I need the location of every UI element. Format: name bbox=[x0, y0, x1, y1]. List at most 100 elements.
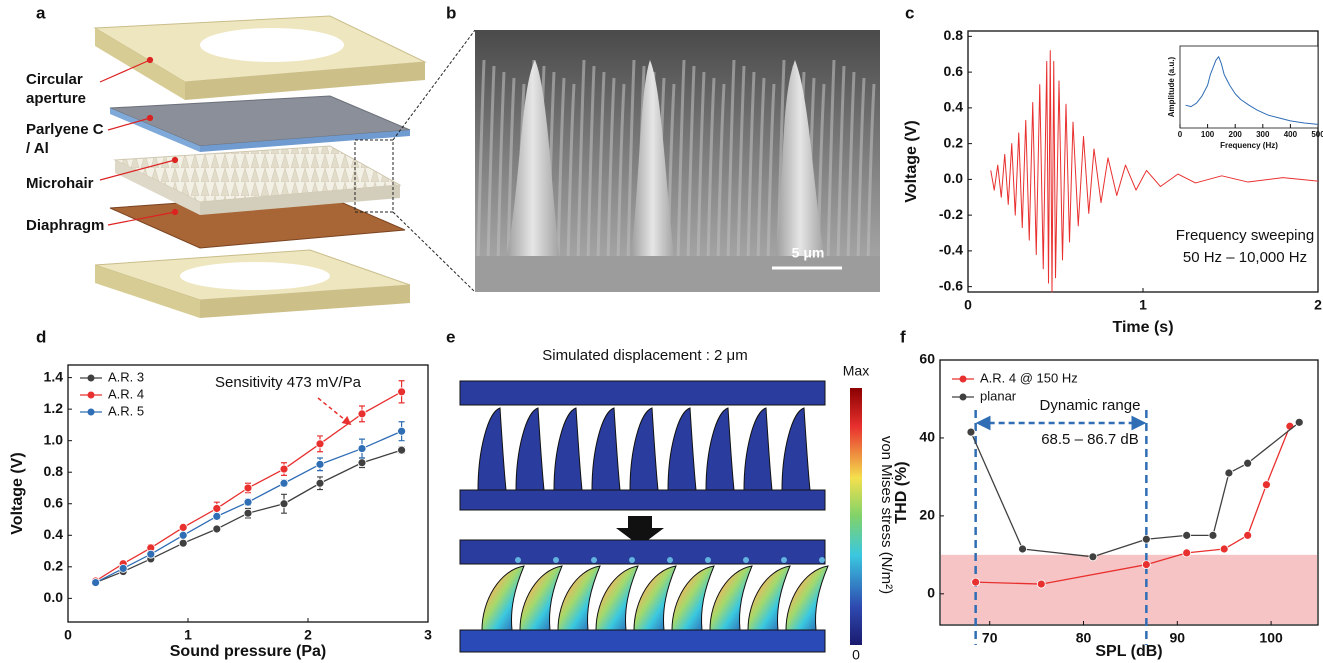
y-tick-label: 1.4 bbox=[44, 368, 64, 384]
hairs-rest bbox=[478, 408, 810, 490]
data-point bbox=[1262, 481, 1270, 489]
x-tick-label: 0 bbox=[1178, 130, 1183, 139]
data-point bbox=[316, 460, 324, 468]
y-tick-label: 0.2 bbox=[44, 558, 64, 574]
annotation: Sensitivity 473 mV/Pa bbox=[215, 374, 362, 391]
legend-marker bbox=[960, 376, 967, 383]
part-label: aperture bbox=[26, 90, 86, 107]
data-point bbox=[244, 484, 252, 492]
x-tick-label: 70 bbox=[982, 630, 998, 646]
data-point bbox=[119, 564, 127, 572]
legend-marker bbox=[88, 375, 95, 382]
data-point bbox=[972, 578, 980, 586]
y-tick-label: 1.2 bbox=[44, 400, 64, 416]
data-point bbox=[316, 479, 324, 487]
data-point bbox=[1244, 459, 1252, 467]
x-tick-label: 100 bbox=[1201, 130, 1215, 139]
legend-marker bbox=[960, 394, 967, 401]
hair bbox=[516, 408, 544, 490]
colorbar bbox=[850, 388, 862, 645]
data-point bbox=[358, 445, 366, 453]
y-tick-label: 0 bbox=[927, 585, 935, 601]
panel-a: a Circular aperture Parlyene C / Al Micr… bbox=[26, 3, 475, 318]
hair bbox=[668, 408, 696, 490]
legend-label: planar bbox=[980, 388, 1017, 403]
x-axis-label: Sound pressure (Pa) bbox=[170, 643, 326, 660]
hair bbox=[482, 566, 524, 630]
data-point bbox=[967, 428, 975, 436]
y-tick-label: 0.6 bbox=[44, 494, 64, 510]
y-tick-label: -0.6 bbox=[939, 277, 963, 293]
y-axis-label: Voltage (V) bbox=[903, 120, 920, 202]
hair bbox=[710, 566, 752, 630]
data-point bbox=[280, 500, 288, 508]
spot bbox=[553, 557, 559, 563]
y-axis-label: Amplitude (a.u.) bbox=[1167, 56, 1176, 117]
data-point bbox=[179, 531, 187, 539]
hair bbox=[558, 566, 600, 630]
figure: a Circular aperture Parlyene C / Al Micr… bbox=[0, 0, 1323, 663]
y-axis-label: Voltage (V) bbox=[9, 452, 26, 534]
y-axis-label: THD (%) bbox=[893, 461, 910, 523]
top-plate bbox=[460, 381, 825, 405]
y-tick-label: 0.8 bbox=[44, 463, 64, 479]
panel-e: e Simulated displacement : 2 μm Max 0 vo… bbox=[318, 327, 895, 662]
y-tick-label: 0.2 bbox=[944, 134, 964, 150]
series-line bbox=[96, 431, 402, 582]
y-tick-label: 20 bbox=[919, 507, 935, 523]
hair bbox=[748, 566, 790, 630]
x-tick-label: 90 bbox=[1170, 630, 1186, 646]
hairs-deformed bbox=[482, 566, 828, 630]
data-point bbox=[358, 459, 366, 467]
data-point bbox=[1142, 561, 1150, 569]
data-point bbox=[213, 504, 221, 512]
data-point bbox=[1019, 545, 1027, 553]
data-point bbox=[1142, 535, 1150, 543]
bottom-plate bbox=[460, 490, 825, 510]
legend-label: A.R. 4 bbox=[108, 386, 144, 401]
y-tick-label: -0.4 bbox=[939, 242, 963, 258]
data-point bbox=[244, 509, 252, 517]
hair bbox=[592, 408, 620, 490]
top-aperture bbox=[200, 28, 344, 62]
data-point bbox=[1183, 549, 1191, 557]
colorbar-max: Max bbox=[843, 363, 869, 379]
annotation-arrow bbox=[318, 398, 350, 424]
hair bbox=[478, 408, 506, 490]
annotation: 68.5 – 86.7 dB bbox=[1041, 431, 1139, 448]
panel-letter: d bbox=[36, 327, 46, 346]
x-tick-label: 3 bbox=[424, 627, 432, 643]
threshold-band bbox=[941, 555, 1317, 624]
annotation: Dynamic range bbox=[1040, 397, 1141, 414]
x-axis-label: Frequency (Hz) bbox=[1220, 141, 1278, 150]
sim-title: Simulated displacement : 2 μm bbox=[542, 347, 747, 364]
spot bbox=[629, 557, 635, 563]
y-tick-label: 0.8 bbox=[944, 27, 964, 43]
part-label: Microhair bbox=[26, 175, 94, 192]
spot bbox=[705, 557, 711, 563]
hair bbox=[672, 566, 714, 630]
data-point bbox=[179, 523, 187, 531]
panel-letter: c bbox=[905, 3, 914, 22]
data-point bbox=[316, 440, 324, 448]
x-tick-label: 2 bbox=[304, 627, 312, 643]
data-point bbox=[1225, 469, 1233, 477]
panel-letter: e bbox=[446, 327, 455, 346]
y-tick-label: 40 bbox=[919, 429, 935, 445]
spot bbox=[781, 557, 787, 563]
hair bbox=[744, 408, 772, 490]
colorbar-min: 0 bbox=[852, 647, 860, 663]
data-point bbox=[1295, 418, 1303, 426]
data-point bbox=[1220, 545, 1228, 553]
data-point bbox=[1089, 553, 1097, 561]
data-point bbox=[179, 539, 187, 547]
scale-label: 5 μm bbox=[792, 245, 825, 261]
spot bbox=[591, 557, 597, 563]
hair bbox=[706, 408, 734, 490]
y-tick-label: 0.0 bbox=[44, 589, 64, 605]
annotation: 50 Hz – 10,000 Hz bbox=[1183, 249, 1307, 266]
substrate bbox=[475, 256, 880, 292]
x-tick-label: 400 bbox=[1284, 130, 1298, 139]
panel-letter: b bbox=[446, 3, 456, 22]
data-point bbox=[147, 550, 155, 558]
